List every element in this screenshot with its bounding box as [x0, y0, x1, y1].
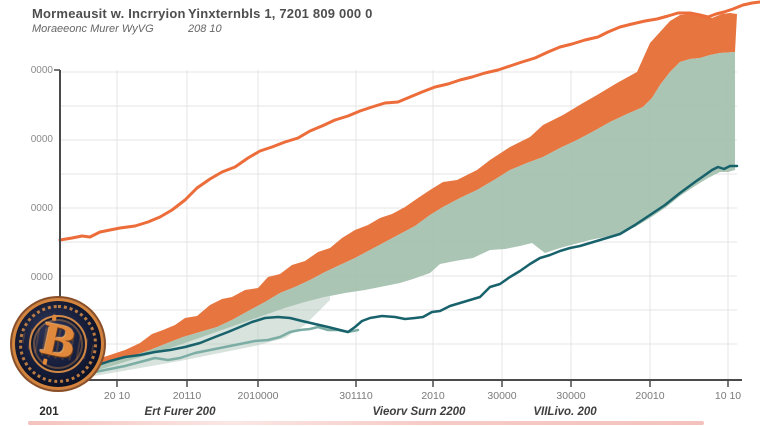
x-tick-label: 20110	[173, 390, 202, 402]
x-axis-annotation: Vieorv Surn 2200	[372, 406, 466, 418]
page-title: Mormeausit w. Incrryion	[32, 6, 186, 21]
x-tick-label: 20010	[635, 390, 664, 402]
footer-annotations: 201 Ert Furer 200 Vieorv Surn 2200 VIILivo.…	[0, 406, 760, 424]
y-axis-label: 0000	[31, 134, 54, 145]
x-tick-label: 2010000	[238, 390, 279, 402]
series-light-teal-line	[63, 325, 360, 382]
header-value-subtitle: 208 10	[188, 23, 222, 35]
x-tick-label: 30000	[487, 390, 516, 402]
header-value-title: Yinxternbls 1, 7201 809 000 0	[188, 6, 373, 21]
series-orange-band	[65, 13, 737, 380]
y-axis-label: 0000	[31, 203, 54, 214]
page-subtitle: Moraeeonc Murer WyVG	[32, 23, 154, 35]
x-axis-annotation: 201	[39, 406, 59, 418]
series-dark-teal-line	[63, 164, 739, 380]
bottom-artifact-strip	[28, 421, 704, 425]
y-axis-label: 0000	[31, 272, 54, 283]
coin-inner-ring	[29, 315, 87, 373]
bitcoin-coin-logo: B	[12, 298, 104, 390]
x-tick-label: 30000	[556, 390, 585, 402]
x-axis-annotation: VIILivo. 200	[533, 406, 597, 418]
coin-rim-text-ring	[19, 305, 97, 383]
header-left-block: Mormeausit w. Incrryion Moraeeonc Murer …	[32, 6, 186, 35]
header-right-block: Yinxternbls 1, 7201 809 000 0 208 10	[188, 6, 373, 35]
x-tick-label: 2010	[421, 390, 445, 402]
y-axis-label: 0000	[31, 65, 54, 76]
x-axis-annotation: Ert Furer 200	[144, 406, 216, 418]
x-tick-label: 20 10	[104, 390, 130, 402]
series-sage-band	[65, 52, 735, 380]
bitcoin-b-icon: B	[36, 313, 81, 370]
x-tick-label: 10 10	[715, 390, 741, 402]
series-orange-trend-line	[58, 0, 760, 242]
series-sage-fringe	[65, 296, 330, 380]
x-tick-label: 301110	[339, 390, 373, 402]
